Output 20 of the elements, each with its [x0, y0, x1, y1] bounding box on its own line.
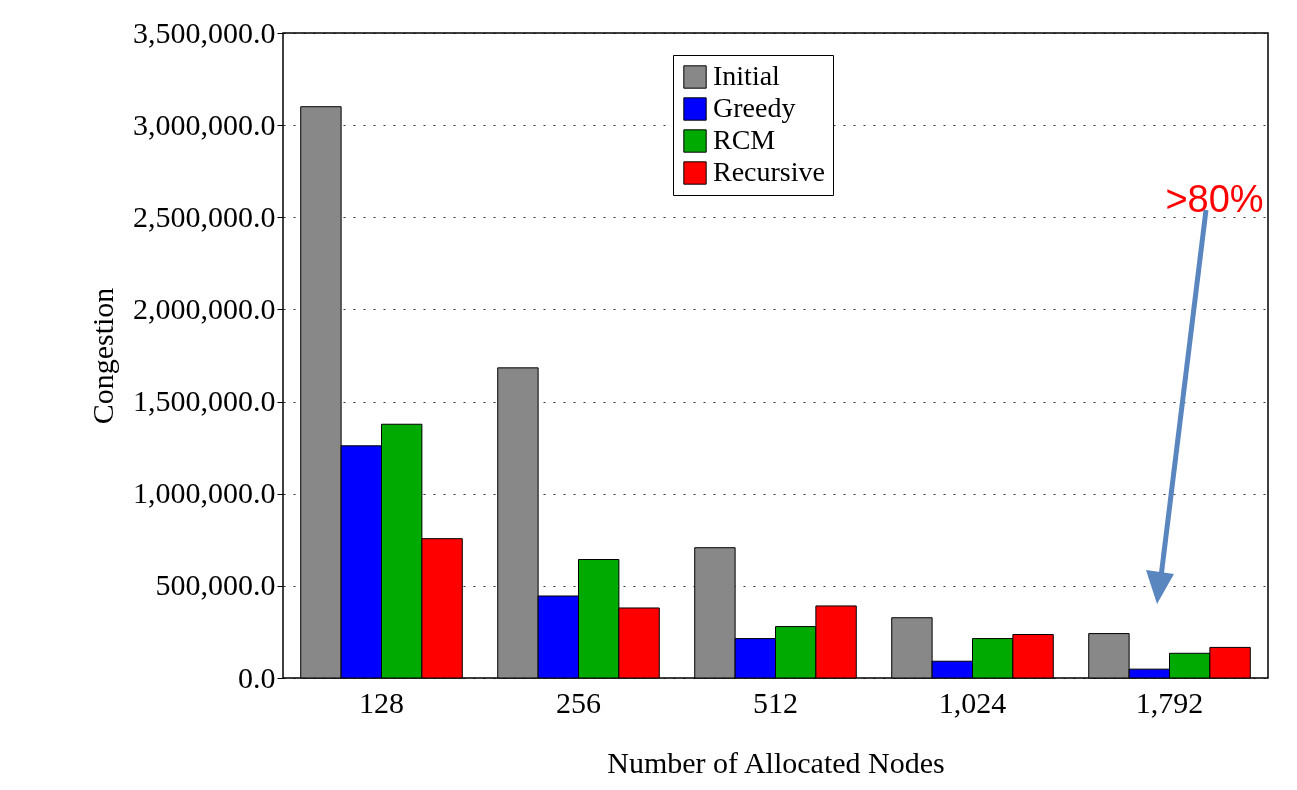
y-tick-label: 1,500,000.0: [133, 384, 276, 418]
y-tick-label: 500,000.0: [155, 568, 276, 602]
y-axis-title: Congestion: [86, 287, 119, 425]
y-tick-label: 2,500,000.0: [133, 199, 276, 233]
x-tick-label: 1,792: [1135, 685, 1204, 719]
legend-label: Recursive: [713, 156, 825, 187]
y-tick-label: 2,000,000.0: [133, 291, 276, 325]
x-tick-label: 512: [753, 685, 798, 719]
y-tick-label: 0.0: [238, 660, 276, 694]
y-tick-label: 3,500,000.0: [133, 15, 276, 49]
x-axis-title: Number of Allocated Nodes: [607, 745, 945, 779]
legend-label: Greedy: [713, 92, 796, 123]
x-tick-label: 256: [556, 685, 601, 719]
x-tick-label: 1,024: [938, 685, 1007, 719]
y-tick-label: 1,000,000.0: [133, 476, 276, 510]
legend-label: Initial: [713, 60, 781, 91]
legend-label: RCM: [713, 124, 776, 155]
y-tick-label: 3,000,000.0: [133, 107, 276, 141]
x-tick-label: 128: [359, 685, 404, 719]
annotation: >80%: [1165, 178, 1264, 220]
